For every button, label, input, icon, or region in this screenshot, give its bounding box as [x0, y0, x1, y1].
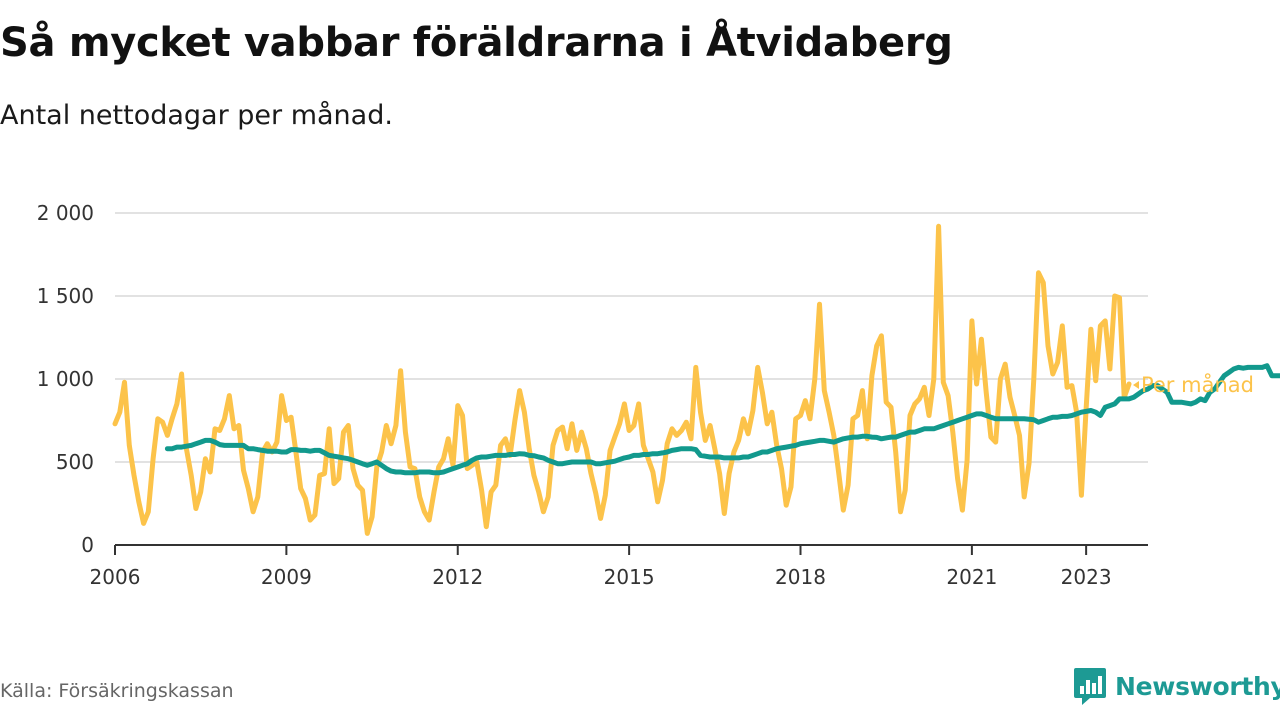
y-tick-label: 1 500: [37, 284, 94, 308]
line-chart: 0 500 1 000 1 500 2 000 2006 2009 2012 2015 2018 2…: [37, 201, 1280, 589]
series: [112, 223, 1280, 536]
y-tick-label: 0: [81, 533, 94, 557]
x-tick-label: 2021: [946, 565, 997, 589]
y-tick-label: 1 000: [37, 367, 94, 391]
bar-chart-icon: [1074, 668, 1106, 705]
chart-subtitle: Antal nettodagar per månad.: [0, 100, 393, 131]
series-labels: TrendPer månad: [1133, 372, 1254, 397]
y-tick-label: 500: [56, 450, 94, 474]
series-line-per-manad: [112, 223, 1132, 536]
series-line-trend: [164, 363, 1280, 476]
x-tick-label: 2018: [775, 565, 826, 589]
series-label-per-manad: Per månad: [1141, 372, 1254, 397]
brand-logo: Newsworthy: [1073, 666, 1280, 706]
x-tick-label: 2009: [261, 565, 312, 589]
x-tick-label: 2006: [90, 565, 141, 589]
y-tick-label: 2 000: [37, 201, 94, 225]
brand-name: Newsworthy: [1115, 671, 1280, 701]
series-label-pointer-per-manad: [1133, 381, 1139, 389]
axes: 0 500 1 000 1 500 2 000 2006 2009 2012 2015 2018 2…: [37, 201, 1148, 589]
source-note: Källa: Försäkringskassan: [0, 680, 234, 702]
x-tick-label: 2015: [604, 565, 655, 589]
x-tick-label: 2012: [432, 565, 483, 589]
chart-title: Så mycket vabbar föräldrarna i Åtvidaber…: [0, 20, 953, 66]
x-tick-label: 2023: [1061, 565, 1112, 589]
